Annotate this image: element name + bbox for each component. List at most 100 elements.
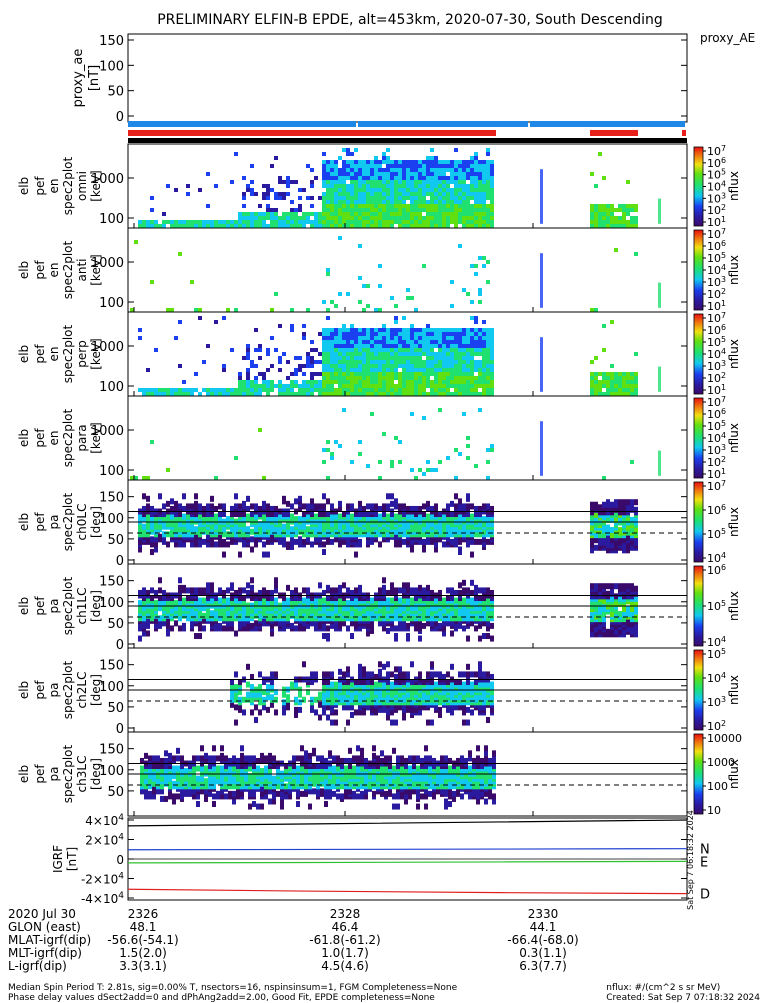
heatmap-cell [322,356,326,360]
heatmap-cell [386,176,390,180]
heatmap-cell [466,493,470,499]
heatmap-cell [422,340,426,344]
heatmap-cell [438,376,442,380]
heatmap-cell [478,384,482,388]
heatmap-cell [462,192,466,196]
heatmap-cell [254,376,258,380]
heatmap-cell [234,704,238,710]
heatmap-cell [474,220,478,224]
heatmap-cell [390,501,394,507]
heatmap-cell [406,376,410,380]
heatmap-cell [294,384,298,388]
heatmap-cell [422,348,426,352]
heatmap-cell [346,372,350,376]
heatmap-cell [358,180,362,184]
heatmap-cell [490,376,494,380]
heatmap-cell [614,499,618,505]
heatmap-cell [342,360,346,364]
heatmap-cell [598,224,602,228]
heatmap-cell [222,368,226,372]
heatmap-cell [334,376,338,380]
heatmap-cell [294,356,298,360]
heatmap-cell [622,372,626,376]
heatmap-cell [326,585,330,591]
heatmap-cell [434,388,438,392]
heatmap-cell [426,328,430,332]
heatmap-cell [450,340,454,344]
heatmap-cell [598,212,602,216]
heatmap-cell [622,583,626,589]
heatmap-cell [334,360,338,364]
heatmap-cell [378,344,382,348]
heatmap-cell [350,176,354,180]
heatmap-cell [294,372,298,376]
heatmap-cell [454,168,458,172]
heatmap-cell [330,224,334,228]
heatmap-cell [466,503,470,509]
heatmap-cell [486,212,490,216]
heatmap-cell [486,220,490,224]
heatmap-cell [402,356,406,360]
heatmap-cell [346,200,350,204]
heatmap-cell [610,372,614,376]
heatmap-cell [402,332,406,336]
heatmap-cell [378,216,382,220]
heatmap-cell [330,456,334,460]
heatmap-cell [266,384,270,388]
heatmap-cell [354,192,358,196]
heatmap-cell [342,180,346,184]
heatmap-cell [382,356,386,360]
heatmap-cell [454,388,458,392]
heatmap-cell [426,468,430,472]
heatmap-cell [338,392,342,396]
heatmap-cell [338,292,342,296]
heatmap-cell [250,164,254,168]
heatmap-cell [382,340,386,344]
heatmap-cell [470,344,474,348]
heatmap-cell [358,244,362,248]
heatmap-cell [458,376,462,380]
heatmap-cell [354,164,358,168]
heatmap-cell [598,388,602,392]
heatmap-cell [426,208,430,212]
heatmap-cell [410,380,414,384]
heatmap-cell [366,388,370,392]
heatmap-cell [438,176,442,180]
heatmap-cell [490,636,494,642]
heatmap-cell [474,464,478,468]
heatmap-cell [406,216,410,220]
heatmap-cell [246,376,250,380]
heatmap-cell [462,372,466,376]
heatmap-cell [626,499,630,505]
heatmap-cell [318,380,322,384]
heatmap-cell [406,582,410,588]
heatmap-cell [278,224,282,228]
heatmap-cell [442,192,446,196]
heatmap-cell [610,376,614,380]
heatmap-cell [322,212,326,216]
heatmap-cell [422,392,426,396]
heatmap-cell [478,636,482,642]
heatmap-cell [346,352,350,356]
heatmap-cell [462,216,466,220]
heatmap-cell [362,368,366,372]
heatmap-cell [426,160,430,164]
heatmap-cell [334,368,338,372]
heatmap-cell [342,372,346,376]
heatmap-cell [290,328,294,332]
heatmap-cell [182,388,186,392]
heatmap-cell [246,496,250,502]
heatmap-cell [354,188,358,192]
heatmap-cell [354,352,358,356]
heatmap-cell [418,348,422,352]
heatmap-cell [226,220,230,224]
heatmap-cell [474,380,478,384]
heatmap-cell [414,587,418,593]
heatmap-cell [390,344,394,348]
heatmap-cell [618,380,622,384]
heatmap-cell [590,212,594,216]
heatmap-cell [166,308,170,312]
heatmap-cell [362,356,366,360]
heatmap-cell [414,364,418,368]
heatmap-cell [358,340,362,344]
